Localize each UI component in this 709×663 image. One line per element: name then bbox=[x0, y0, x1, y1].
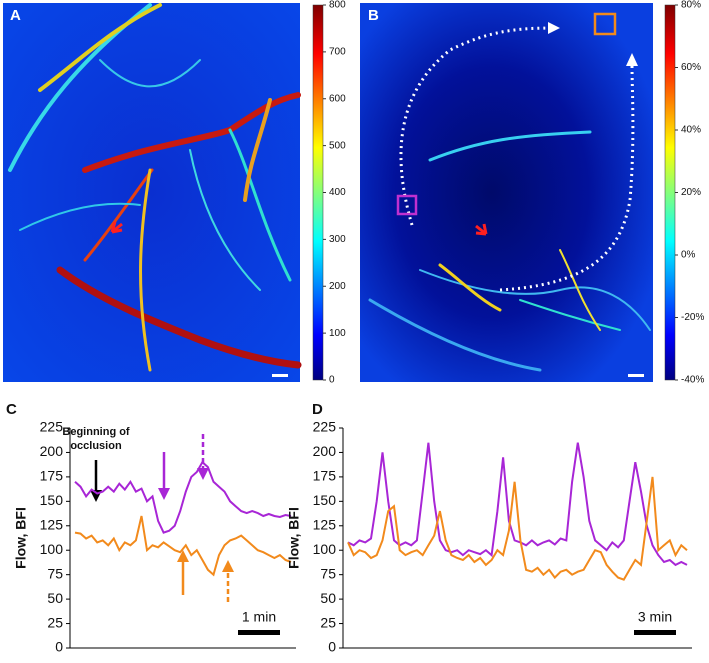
series-line bbox=[347, 476, 688, 581]
colorbar-tick-label: -20% bbox=[681, 312, 704, 323]
y-axis-label: Flow, BFI bbox=[13, 507, 29, 569]
image-a bbox=[3, 3, 302, 382]
scale-bar bbox=[634, 630, 676, 635]
colorbar-tick-label: 200 bbox=[329, 281, 346, 292]
colorbar-tick-label: 40% bbox=[681, 125, 701, 136]
scale-bar-label: 1 min bbox=[242, 609, 276, 625]
y-tick-label: 200 bbox=[313, 443, 337, 459]
y-tick-label: 225 bbox=[40, 419, 64, 435]
y-tick-label: 125 bbox=[313, 516, 337, 532]
y-tick-label: 225 bbox=[313, 419, 337, 435]
panel-label: C bbox=[6, 401, 17, 418]
colorbar-tick-label: 0 bbox=[329, 375, 335, 386]
y-tick-label: 25 bbox=[47, 614, 63, 630]
y-tick-label: 200 bbox=[40, 443, 64, 459]
colorbar bbox=[664, 4, 676, 381]
y-tick-label: 150 bbox=[40, 492, 64, 508]
y-tick-label: 25 bbox=[320, 614, 336, 630]
y-tick-label: 75 bbox=[320, 565, 336, 581]
colorbar bbox=[312, 4, 324, 381]
y-tick-label: 50 bbox=[47, 590, 63, 606]
colorbar-tick-label: 400 bbox=[329, 187, 346, 198]
panel-label: B bbox=[368, 7, 379, 24]
colorbar-tick-label: 0% bbox=[681, 250, 696, 261]
colorbar-tick-label: 800 bbox=[329, 0, 346, 11]
y-tick-label: 100 bbox=[313, 541, 337, 557]
arrows bbox=[90, 434, 234, 602]
colorbar-tick-label: 500 bbox=[329, 140, 346, 151]
y-tick-label: 0 bbox=[328, 639, 336, 655]
y-tick-label: 50 bbox=[320, 590, 336, 606]
y-tick-label: 100 bbox=[40, 541, 64, 557]
panel-label: A bbox=[10, 7, 21, 24]
series-line bbox=[74, 460, 292, 534]
image-b bbox=[360, 3, 653, 382]
scale-bar-label: 3 min bbox=[638, 609, 672, 625]
scale-bar bbox=[238, 630, 280, 635]
annotation: Beginning of bbox=[62, 426, 130, 438]
y-tick-label: 150 bbox=[313, 492, 337, 508]
y-axis-label: Flow, BFI bbox=[286, 507, 302, 569]
series-line bbox=[347, 442, 688, 567]
annotation: occlusion bbox=[70, 440, 122, 452]
colorbar-tick-label: 20% bbox=[681, 187, 701, 198]
colorbar-tick-label: 700 bbox=[329, 47, 346, 58]
colorbar-tick-label: -40% bbox=[681, 375, 704, 386]
y-tick-label: 0 bbox=[55, 639, 63, 655]
colorbar-tick-label: 300 bbox=[329, 234, 346, 245]
y-tick-label: 175 bbox=[40, 468, 64, 484]
panel-label: D bbox=[312, 401, 323, 418]
y-tick-label: 125 bbox=[40, 516, 64, 532]
colorbar-tick-label: 60% bbox=[681, 62, 701, 73]
series-line bbox=[74, 515, 292, 577]
colorbar-tick-label: 100 bbox=[329, 328, 346, 339]
y-tick-label: 175 bbox=[313, 468, 337, 484]
colorbar-tick-label: 600 bbox=[329, 93, 346, 104]
colorbar-tick-label: 80% bbox=[681, 0, 701, 11]
y-tick-label: 75 bbox=[47, 565, 63, 581]
